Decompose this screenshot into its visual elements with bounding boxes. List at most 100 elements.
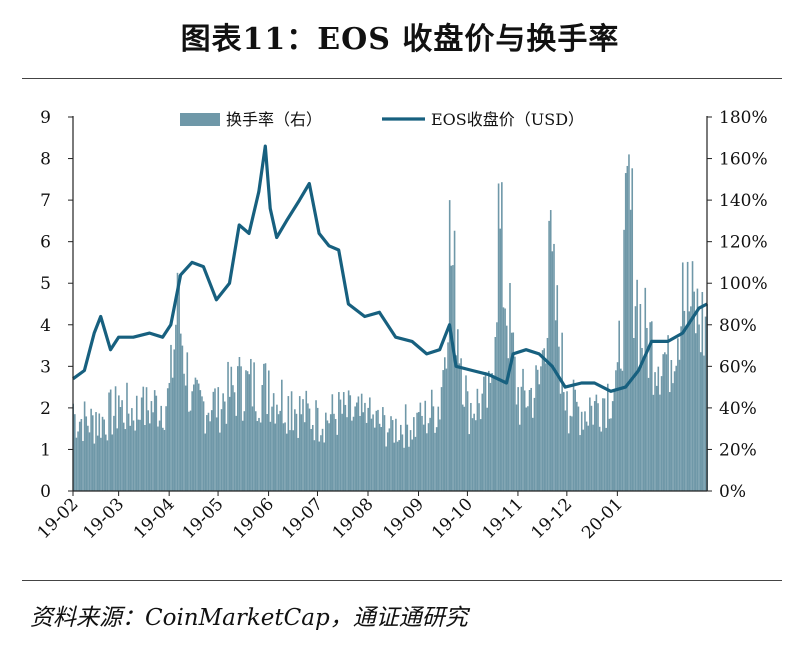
turnover-bar xyxy=(207,412,210,491)
turnover-bar xyxy=(641,347,643,491)
turnover-bar xyxy=(655,385,658,491)
turnover-bar xyxy=(694,333,697,491)
turnover-bar xyxy=(458,363,461,491)
turnover-bar xyxy=(271,406,273,491)
turnover-bar xyxy=(267,370,270,491)
turnover-bar xyxy=(484,372,487,491)
turnover-bar xyxy=(158,420,161,491)
turnover-bar xyxy=(435,427,438,491)
y-left-tick-label: 9 xyxy=(40,108,51,128)
turnover-bar xyxy=(210,410,213,491)
turnover-bar xyxy=(522,368,524,491)
turnover-bar xyxy=(439,419,441,491)
turnover-bar xyxy=(677,338,679,491)
y-right-tick-label: 100% xyxy=(719,274,768,294)
turnover-bar xyxy=(219,432,221,491)
turnover-bar xyxy=(253,362,255,491)
turnover-bar xyxy=(631,168,634,491)
turnover-bar xyxy=(307,403,309,491)
turnover-bar xyxy=(572,379,575,491)
turnover-bar xyxy=(311,424,314,491)
turnover-bar xyxy=(263,363,265,491)
turnover-bar xyxy=(474,420,477,491)
turnover-bar xyxy=(144,425,146,491)
turnover-bar xyxy=(592,424,594,491)
turnover-bar xyxy=(597,403,599,491)
turnover-bar xyxy=(558,346,560,491)
turnover-bar xyxy=(540,366,542,491)
turnover-bar xyxy=(538,384,541,491)
turnover-bar xyxy=(545,363,547,491)
turnover-bar xyxy=(129,425,132,491)
turnover-bar xyxy=(339,399,342,491)
turnover-bar xyxy=(528,389,531,491)
turnover-bar xyxy=(113,415,115,491)
turnover-bar xyxy=(196,379,198,491)
turnover-bar xyxy=(605,427,607,491)
turnover-bar xyxy=(359,415,361,491)
turnover-bar xyxy=(284,422,286,491)
turnover-bar xyxy=(227,361,229,491)
turnover-bar xyxy=(691,261,694,491)
turnover-bar xyxy=(303,422,306,491)
turnover-bar xyxy=(202,401,205,491)
turnover-bar xyxy=(321,428,324,491)
turnover-bar xyxy=(489,382,492,491)
y-right-tick-label: 20% xyxy=(719,440,757,460)
turnover-bar xyxy=(341,413,343,491)
turnover-bar xyxy=(338,392,340,491)
turnover-bar xyxy=(422,424,425,491)
y-right-tick-label: 120% xyxy=(719,233,768,253)
turnover-bar xyxy=(369,397,371,491)
turnover-bar xyxy=(670,360,673,491)
turnover-bar xyxy=(126,382,128,491)
turnover-bar xyxy=(282,423,285,491)
turnover-bar xyxy=(147,410,149,491)
y-right-tick-label: 40% xyxy=(719,399,757,419)
x-tick-label: 19-08 xyxy=(329,494,378,543)
legend-price-label: EOS收盘价（USD） xyxy=(431,110,584,129)
legend-turnover-swatch xyxy=(180,113,220,126)
turnover-bar xyxy=(577,406,580,491)
turnover-bar xyxy=(698,324,700,491)
turnover-bar xyxy=(382,407,384,491)
turnover-bar xyxy=(432,406,435,491)
turnover-bar xyxy=(460,358,462,491)
turnover-bar xyxy=(576,401,578,491)
turnover-bar xyxy=(600,431,603,491)
turnover-bar xyxy=(74,414,76,491)
turnover-bar xyxy=(602,398,604,491)
turnover-bar xyxy=(416,412,418,491)
turnover-bar xyxy=(90,408,92,491)
turnover-bar xyxy=(329,414,332,491)
turnover-bar xyxy=(104,434,107,491)
turnover-bar xyxy=(206,415,208,491)
turnover-bar xyxy=(360,393,363,491)
price-line xyxy=(72,144,708,393)
turnover-bar xyxy=(294,409,296,491)
turnover-bar xyxy=(443,357,446,491)
turnover-bar xyxy=(703,355,705,491)
turnover-bar xyxy=(386,432,389,491)
turnover-bar xyxy=(96,435,99,491)
x-tick-label: 20-01 xyxy=(578,494,627,543)
turnover-bar xyxy=(308,408,311,491)
chart-title: 图表11：EOS 收盘价与换手率 xyxy=(180,22,620,57)
turnover-bar xyxy=(406,424,409,491)
turnover-bar xyxy=(514,356,516,491)
turnover-bar xyxy=(269,421,272,491)
turnover-bar xyxy=(681,262,684,491)
turnover-bar xyxy=(675,365,678,491)
y-left-tick-label: 0 xyxy=(40,482,51,502)
turnover-bar xyxy=(613,390,616,491)
turnover-bar xyxy=(149,423,151,491)
turnover-bar xyxy=(80,419,83,491)
turnover-bar xyxy=(664,352,666,491)
turnover-bar xyxy=(636,279,638,491)
turnover-bar xyxy=(579,435,581,491)
turnover-bar xyxy=(98,413,101,491)
turnover-bar xyxy=(163,429,166,491)
turnover-bar xyxy=(289,430,291,491)
x-tick-label: 19-07 xyxy=(278,494,327,543)
turnover-bar xyxy=(650,321,653,491)
